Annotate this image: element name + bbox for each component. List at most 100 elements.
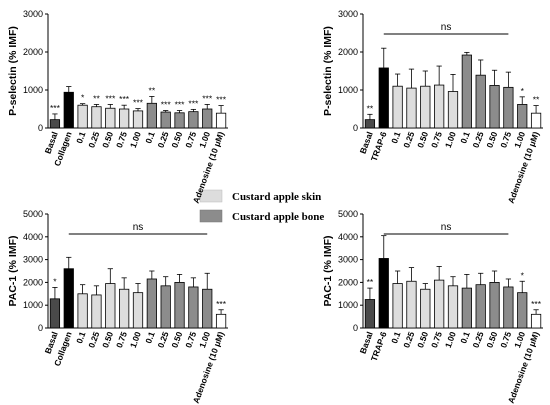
bar	[392, 85, 403, 129]
legend-label-skin: Custard apple skin	[232, 191, 321, 203]
bar	[378, 258, 389, 329]
bar	[188, 111, 199, 129]
bar	[202, 108, 213, 129]
y-axis-title: PAC-1 (% IMF)	[322, 236, 334, 307]
significance-label: *	[53, 276, 57, 286]
significance-label: ***	[216, 299, 227, 309]
bar	[132, 292, 144, 329]
bar	[530, 112, 542, 129]
bar	[77, 293, 88, 329]
bar	[517, 292, 528, 329]
y-tick-label: 2000	[338, 47, 358, 57]
significance-label: **	[93, 93, 100, 103]
y-tick-label: 0	[353, 323, 358, 333]
bar	[461, 54, 472, 129]
bar	[392, 283, 403, 329]
significance-label: *	[521, 86, 525, 96]
significance-label: ***	[133, 98, 144, 108]
bar	[174, 281, 185, 329]
bar	[146, 102, 157, 129]
x-tick-label: 0.1	[74, 130, 88, 145]
bar	[49, 119, 61, 129]
y-tick-label: 1000	[23, 85, 43, 95]
y-tick-label: 2000	[23, 47, 43, 57]
x-tick-label: 0.1	[389, 330, 403, 345]
bar	[202, 288, 213, 329]
y-tick-label: 1000	[23, 300, 43, 310]
bar	[63, 91, 74, 129]
bar	[146, 278, 157, 329]
bar	[475, 74, 486, 129]
significance-label: ***	[531, 299, 542, 309]
bar	[434, 279, 445, 329]
bar	[420, 85, 431, 129]
significance-label: ***	[188, 98, 199, 108]
ns-label: ns	[441, 222, 452, 233]
bar	[406, 280, 417, 329]
bar	[215, 313, 227, 329]
y-axis-title: P-selectin (% IMF)	[322, 26, 334, 116]
x-tick-label: 0.1	[74, 330, 88, 345]
bar	[475, 284, 486, 329]
y-tick-label: 2000	[338, 277, 358, 287]
bar	[420, 288, 431, 329]
bar	[530, 313, 542, 329]
significance-label: **	[149, 85, 156, 95]
significance-label: ***	[202, 93, 213, 103]
significance-label: **	[533, 95, 540, 105]
bar	[188, 286, 199, 329]
y-tick-label: 1000	[338, 85, 358, 95]
significance-label: ***	[161, 100, 172, 110]
bar	[132, 110, 144, 129]
x-tick-label: 0.1	[143, 130, 157, 145]
bar	[503, 286, 514, 329]
bar	[119, 108, 130, 129]
bar	[105, 107, 116, 129]
bar	[447, 91, 459, 129]
ns-label: ns	[441, 22, 452, 33]
significance-label: **	[367, 277, 374, 287]
legend-swatch-skin	[199, 189, 223, 203]
y-axis-title: PAC-1 (% IMF)	[7, 236, 19, 307]
bar	[378, 67, 389, 129]
bar	[503, 86, 514, 129]
significance-label: ***	[105, 93, 116, 103]
bar	[119, 288, 130, 329]
bar	[91, 294, 102, 329]
y-tick-label: 1000	[338, 300, 358, 310]
y-tick-label: 3000	[338, 255, 358, 265]
x-tick-label: 1.00	[443, 330, 458, 349]
significance-label: *	[81, 93, 85, 103]
y-tick-label: 5000	[23, 209, 43, 219]
y-tick-label: 3000	[23, 9, 43, 19]
legend-label-bone: Custard apple bone	[232, 211, 324, 223]
significance-label: ***	[175, 100, 186, 110]
x-tick-label: 0.1	[143, 330, 157, 345]
bar	[406, 87, 417, 129]
y-tick-label: 0	[353, 123, 358, 133]
bar	[489, 85, 500, 129]
significance-label: *	[521, 270, 525, 280]
y-tick-label: 3000	[23, 255, 43, 265]
bar	[364, 119, 376, 129]
x-tick-label: 1.00	[128, 330, 143, 349]
y-tick-label: 3000	[338, 9, 358, 19]
bar	[447, 285, 459, 329]
significance-label: **	[367, 103, 374, 113]
y-tick-label: 5000	[338, 209, 358, 219]
x-tick-label: 1.00	[128, 130, 143, 149]
significance-label: ***	[216, 95, 227, 105]
y-tick-label: 0	[38, 323, 43, 333]
y-tick-label: 0	[38, 123, 43, 133]
bar	[160, 285, 171, 329]
bar	[160, 111, 171, 129]
significance-label: ***	[119, 94, 130, 104]
bar	[91, 106, 102, 129]
y-axis-title: P-selectin (% IMF)	[7, 26, 19, 116]
ns-label: ns	[133, 222, 144, 233]
bar	[63, 268, 74, 329]
